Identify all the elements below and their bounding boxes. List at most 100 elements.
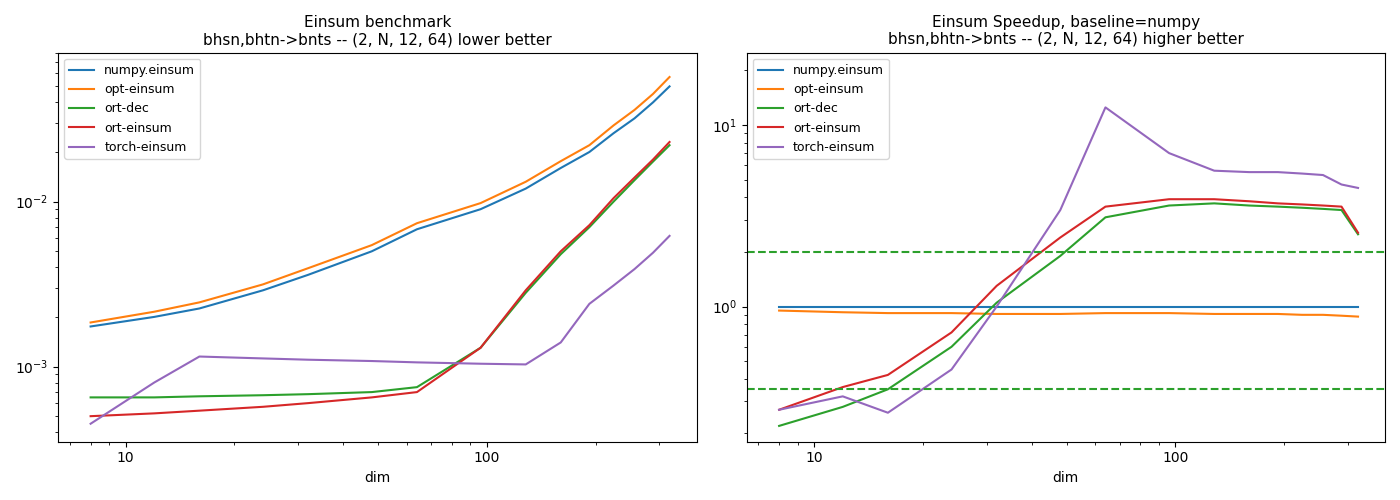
opt-einsum <box>472 200 489 206</box>
opt-einsum <box>988 311 1005 317</box>
numpy.einsum <box>644 100 661 105</box>
Title: Einsum Speedup, baseline=numpy
bhsn,bhtn->bnts -- (2, N, 12, 64) higher better: Einsum Speedup, baseline=numpy bhsn,bhtn… <box>888 15 1243 48</box>
ort-dec <box>644 158 661 164</box>
X-axis label: dim: dim <box>1053 471 1079 485</box>
opt-einsum <box>364 242 381 248</box>
torch-einsum <box>518 362 535 368</box>
torch-einsum <box>1098 104 1114 110</box>
ort-dec <box>834 404 851 410</box>
numpy.einsum <box>581 149 598 155</box>
numpy.einsum <box>1161 304 1177 310</box>
numpy.einsum <box>1270 304 1287 310</box>
torch-einsum <box>364 358 381 364</box>
Line: ort-dec: ort-dec <box>91 145 669 398</box>
numpy.einsum <box>834 304 851 310</box>
opt-einsum <box>1270 311 1287 317</box>
ort-dec <box>146 394 162 400</box>
ort-einsum <box>1350 230 1366 235</box>
numpy.einsum <box>1315 304 1331 310</box>
opt-einsum <box>518 179 535 185</box>
ort-einsum <box>661 139 678 145</box>
opt-einsum <box>644 91 661 97</box>
ort-einsum <box>1240 198 1257 204</box>
ort-einsum <box>1294 202 1310 207</box>
torch-einsum <box>300 356 316 362</box>
opt-einsum <box>1161 310 1177 316</box>
Line: ort-einsum: ort-einsum <box>780 199 1358 410</box>
opt-einsum <box>1098 310 1114 316</box>
numpy.einsum <box>146 314 162 320</box>
torch-einsum <box>1350 185 1366 191</box>
ort-einsum <box>879 372 896 378</box>
numpy.einsum <box>1205 304 1222 310</box>
torch-einsum <box>1205 168 1222 173</box>
Line: opt-einsum: opt-einsum <box>91 77 669 322</box>
numpy.einsum <box>1098 304 1114 310</box>
torch-einsum <box>1161 150 1177 156</box>
numpy.einsum <box>409 226 426 232</box>
ort-einsum <box>644 156 661 162</box>
torch-einsum <box>605 282 622 288</box>
opt-einsum <box>1350 314 1366 320</box>
ort-dec <box>472 345 489 351</box>
ort-dec <box>553 251 570 257</box>
opt-einsum <box>146 308 162 314</box>
numpy.einsum <box>472 206 489 212</box>
torch-einsum <box>255 356 272 362</box>
torch-einsum <box>771 407 788 413</box>
ort-dec <box>1051 253 1068 259</box>
ort-dec <box>944 344 960 350</box>
ort-dec <box>300 391 316 397</box>
opt-einsum <box>605 122 622 128</box>
ort-dec <box>1240 202 1257 208</box>
opt-einsum <box>1294 312 1310 318</box>
ort-einsum <box>1051 234 1068 240</box>
ort-einsum <box>1161 196 1177 202</box>
ort-einsum <box>944 330 960 336</box>
opt-einsum <box>1205 311 1222 317</box>
Legend: numpy.einsum, opt-einsum, ort-dec, ort-einsum, torch-einsum: numpy.einsum, opt-einsum, ort-dec, ort-e… <box>753 59 889 159</box>
ort-dec <box>1350 232 1366 237</box>
opt-einsum <box>834 309 851 315</box>
ort-einsum <box>1205 196 1222 202</box>
numpy.einsum <box>255 288 272 294</box>
ort-dec <box>1333 207 1350 213</box>
torch-einsum <box>879 410 896 416</box>
Title: Einsum benchmark
bhsn,bhtn->bnts -- (2, N, 12, 64) lower better: Einsum benchmark bhsn,bhtn->bnts -- (2, … <box>203 15 552 48</box>
Line: ort-einsum: ort-einsum <box>91 142 669 416</box>
ort-dec <box>988 300 1005 306</box>
torch-einsum <box>834 394 851 400</box>
ort-dec <box>771 423 788 429</box>
torch-einsum <box>1294 170 1310 176</box>
numpy.einsum <box>518 186 535 192</box>
ort-einsum <box>472 345 489 351</box>
Line: torch-einsum: torch-einsum <box>780 108 1358 412</box>
ort-dec <box>255 392 272 398</box>
torch-einsum <box>944 366 960 372</box>
numpy.einsum <box>364 248 381 254</box>
ort-einsum <box>834 384 851 390</box>
ort-einsum <box>409 389 426 395</box>
X-axis label: dim: dim <box>364 471 391 485</box>
torch-einsum <box>1333 182 1350 188</box>
ort-dec <box>364 389 381 395</box>
ort-dec <box>518 290 535 296</box>
ort-einsum <box>605 195 622 201</box>
ort-einsum <box>581 222 598 228</box>
torch-einsum <box>1315 172 1331 178</box>
ort-dec <box>1098 214 1114 220</box>
ort-dec <box>83 394 99 400</box>
ort-dec <box>409 384 426 390</box>
torch-einsum <box>988 304 1005 310</box>
ort-einsum <box>300 400 316 406</box>
opt-einsum <box>1051 311 1068 317</box>
opt-einsum <box>190 300 207 306</box>
torch-einsum <box>146 380 162 386</box>
opt-einsum <box>879 310 896 316</box>
opt-einsum <box>771 308 788 314</box>
torch-einsum <box>472 360 489 366</box>
opt-einsum <box>944 310 960 316</box>
numpy.einsum <box>605 130 622 136</box>
opt-einsum <box>1240 311 1257 317</box>
numpy.einsum <box>1240 304 1257 310</box>
